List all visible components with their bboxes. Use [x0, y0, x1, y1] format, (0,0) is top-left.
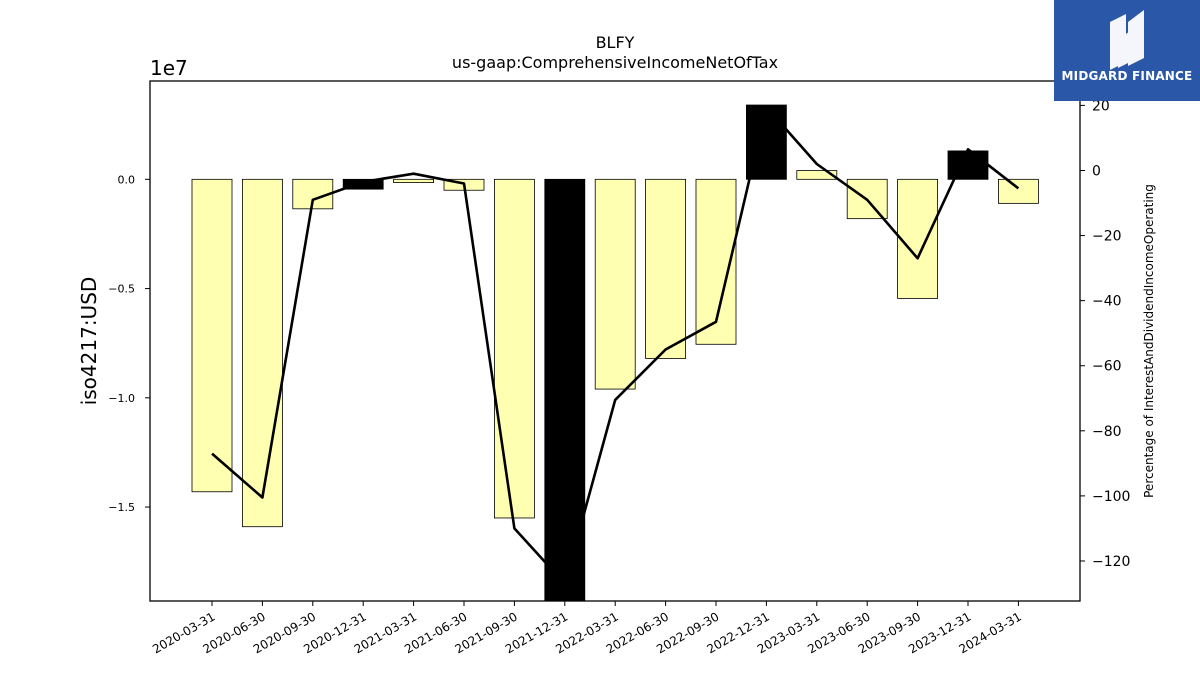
bar-2024-03-31 [998, 178, 1039, 204]
y2-tick-label: −120 [1092, 554, 1130, 570]
bar-2023-03-31 [796, 170, 838, 180]
bar-2022-06-30 [645, 178, 686, 359]
y-ticks-group: −1.5 −1.0 −0.5 0.0 [108, 173, 150, 514]
y-axis-label: iso4217:USD [77, 277, 101, 406]
line-series [211, 105, 1020, 586]
y2-axis-label: Percentage of InterestAndDividendIncomeO… [1142, 184, 1156, 498]
logo-text: MIDGARD FINANCE [1061, 69, 1193, 83]
bar-2020-12-31 [342, 178, 384, 190]
bar-2023-12-31 [947, 150, 989, 180]
y2-tick-label: 20 [1092, 98, 1110, 114]
y2-tick-label: 0 [1092, 163, 1101, 179]
plot-frame [149, 80, 1081, 602]
y2-tick-label: −20 [1092, 229, 1122, 245]
y-tick-label: 0.0 [118, 173, 136, 186]
chart-title: BLFY [596, 33, 635, 52]
y2-tick-label: −80 [1092, 424, 1122, 440]
bar-2022-03-31 [594, 178, 636, 390]
y2-tick-label: −40 [1092, 294, 1122, 310]
bar-2020-06-30 [241, 178, 283, 528]
y-tick-label: −0.5 [108, 283, 135, 296]
chart-subtitle: us-gaap:ComprehensiveIncomeNetOfTax [452, 53, 778, 72]
y2-tick-label: −100 [1092, 489, 1130, 505]
line-group [211, 105, 1020, 586]
y2-tick-label: −60 [1092, 359, 1122, 375]
bar-2021-09-30 [493, 178, 535, 519]
brand-logo: MIDGARD FINANCE [1054, 0, 1200, 101]
bar-2021-03-31 [393, 178, 435, 183]
bar-2023-09-30 [897, 178, 938, 299]
y2-ticks-group: −120 −100 −80 −60 −40 −20 0 20 [1080, 98, 1130, 570]
logo-mark-icon [1110, 10, 1144, 70]
y-tick-label: −1.5 [108, 501, 135, 514]
x-ticks-group: 2020-03-312020-06-302020-09-302020-12-31… [150, 601, 1024, 656]
y-tick-label: −1.0 [108, 392, 135, 405]
bar-2020-03-31 [191, 178, 233, 493]
bar-2021-12-31 [544, 178, 586, 602]
y-scale-label: 1e7 [150, 56, 188, 80]
bars-group [191, 104, 1039, 602]
